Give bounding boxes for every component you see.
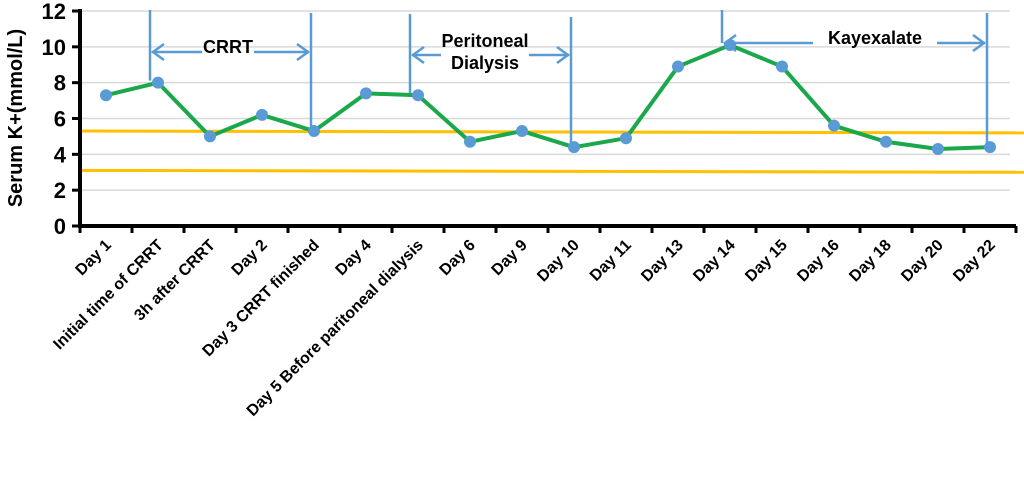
data-point (516, 125, 528, 138)
x-tick-label: Day 18 (846, 237, 895, 286)
data-point (620, 132, 632, 145)
y-tick-label: 2 (54, 178, 66, 203)
annotation-label: CRRT (203, 37, 253, 57)
data-point (672, 60, 684, 73)
arrow-left-head (410, 45, 425, 65)
x-tick-label: Day 4 (333, 237, 375, 279)
annotation-label: Dialysis (451, 53, 519, 73)
x-tick-label: Day 14 (690, 237, 739, 286)
y-tick-labels: 0 2 4 6 8 10 12 (42, 0, 67, 239)
reference-line-upper-normal (79, 129, 1024, 135)
x-tick-label: Day 6 (437, 237, 479, 279)
data-series (100, 39, 996, 155)
y-tick-label: 4 (54, 142, 67, 167)
reference-lines (79, 129, 1024, 174)
data-point (932, 142, 944, 155)
gridlines (80, 10, 1010, 191)
y-tick-label: 8 (54, 71, 66, 96)
arrow-right-head (556, 45, 571, 65)
data-point (152, 76, 164, 89)
x-tick-label: Day 11 (587, 237, 635, 285)
x-tick-label: Day 15 (742, 237, 791, 286)
y-tick-label: 10 (42, 35, 66, 60)
arrow-left-head (722, 33, 737, 53)
arrow-right-head (296, 42, 311, 62)
series-line (105, 43, 991, 151)
y-tick-label: 12 (42, 0, 66, 24)
data-point (204, 130, 216, 143)
y-tick-label: 0 (54, 214, 66, 239)
reference-line-lower-normal (79, 168, 1024, 174)
x-tick-label: Day 2 (229, 237, 271, 279)
data-point (464, 135, 476, 148)
x-tick-label: Day 16 (794, 237, 843, 286)
data-point (100, 89, 112, 102)
data-point (776, 60, 788, 73)
x-tick-label: Day 20 (898, 237, 947, 286)
x-tick-label: Day 1 (73, 237, 115, 279)
annotation-label: Kayexalate (828, 28, 922, 48)
data-point (360, 87, 372, 100)
data-point (880, 135, 892, 148)
x-tick-label: Day 22 (950, 237, 999, 286)
annotation-label: Peritoneal (441, 31, 528, 51)
data-point (256, 108, 268, 121)
x-tick-label: Day 10 (534, 237, 583, 286)
y-axis-label: Serum K+(mmol/L) (5, 29, 27, 207)
x-tick-label: Day 13 (638, 237, 687, 286)
arrow-right-head (972, 33, 987, 53)
y-tick-label: 6 (54, 107, 66, 132)
data-point (828, 119, 840, 132)
arrow-left-head (150, 42, 165, 62)
axes (72, 9, 1018, 233)
x-tick-label: Day 9 (489, 237, 531, 279)
data-point (412, 89, 424, 102)
